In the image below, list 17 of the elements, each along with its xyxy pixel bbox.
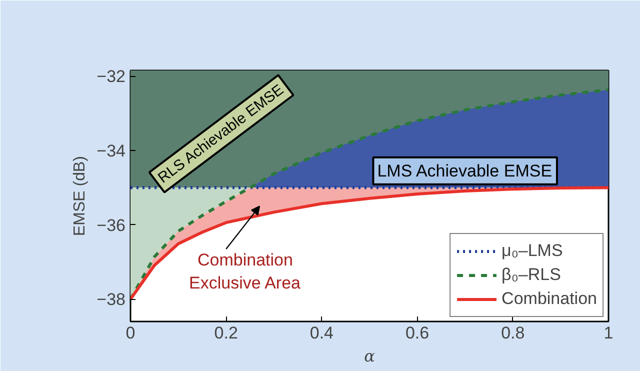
y-tick-label: −38 [96, 290, 126, 310]
annotation: Combination Exclusive Area [189, 250, 302, 293]
legend-label: μ₀–LMS [502, 240, 563, 262]
y-tick-label: −36 [96, 216, 126, 235]
x-tick-label: 0 [126, 324, 136, 342]
legend-label: β₀–RLS [502, 264, 561, 286]
y-tick-label: −32 [96, 67, 126, 86]
x-tick-label: 0.2 [214, 324, 238, 342]
annotation: LMS Achievable EMSE [377, 161, 552, 180]
x-axis-title: α [364, 346, 376, 366]
y-tick-label: −34 [96, 141, 126, 160]
y-axis-title: EMSE (dB) [72, 156, 89, 236]
x-tick-label: 0.8 [501, 324, 525, 342]
legend-label: Combination [502, 288, 597, 310]
x-tick-label: 0.6 [405, 324, 430, 342]
x-tick-label: 1 [604, 324, 614, 342]
x-tick-label: 0.4 [310, 324, 334, 342]
